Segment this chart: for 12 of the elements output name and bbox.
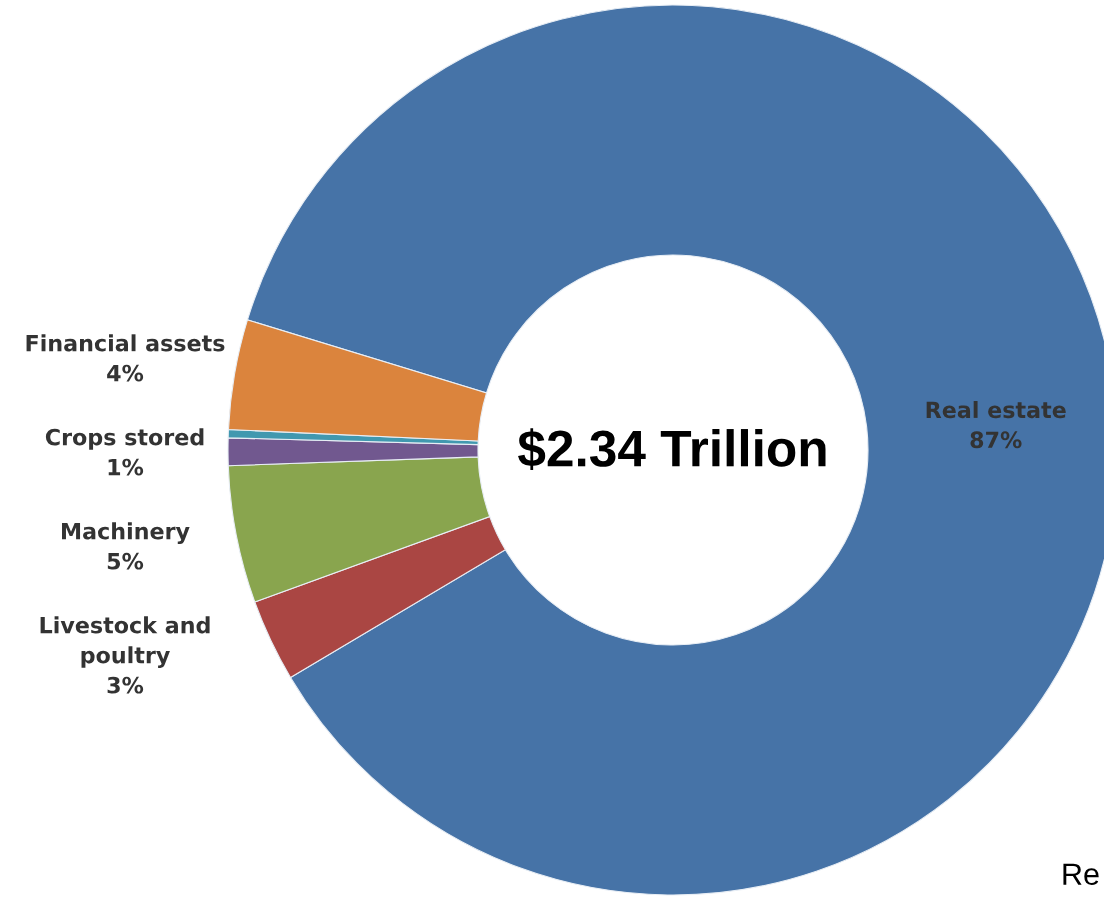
slice-label: Real estate [926,401,1066,419]
data-label: 5% [107,552,144,570]
data-label: 87% [970,431,1022,449]
data-label: 3% [107,676,144,694]
slice-label: Livestock and poultry [40,616,210,668]
data-label: 1% [108,458,144,476]
data-label: 4% [107,364,144,382]
text: $2.34 Trillion [518,428,826,471]
slice-label: Financial assets [26,334,225,352]
text: Re [1063,863,1099,885]
slice-label: Crops stored [45,428,204,450]
slice-label: Machinery [62,522,190,544]
